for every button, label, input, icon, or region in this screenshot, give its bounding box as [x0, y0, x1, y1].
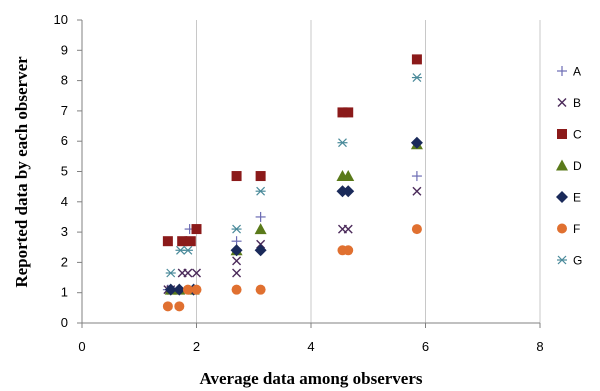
- point-C-1: [177, 236, 188, 247]
- legend-marker-A: [557, 66, 567, 76]
- legend-marker-C: [557, 129, 567, 139]
- point-B-9: [343, 224, 353, 234]
- y-tick-label-6: 6: [61, 133, 68, 148]
- point-E-6: [342, 185, 355, 198]
- x-axis-title: Average data among observers: [199, 369, 422, 388]
- point-E-1: [173, 283, 186, 296]
- x-tick-label-0: 0: [78, 339, 85, 354]
- series-D: [164, 138, 423, 295]
- y-tick-label-2: 2: [61, 254, 68, 269]
- y-tick-label-7: 7: [61, 103, 68, 118]
- point-B-4: [192, 268, 201, 278]
- point-F-3: [191, 284, 202, 295]
- point-B-3: [183, 268, 193, 278]
- legend-label-A: A: [573, 65, 581, 79]
- point-F-0: [162, 301, 173, 312]
- legend-label-G: G: [573, 254, 582, 268]
- point-E-7: [410, 136, 423, 149]
- point-E-3: [230, 244, 243, 257]
- legend-marker-E: [556, 191, 568, 203]
- point-C-5: [255, 171, 266, 182]
- point-G-3: [231, 224, 242, 234]
- point-D-6: [342, 170, 355, 182]
- point-G-4: [255, 186, 266, 196]
- point-G-6: [411, 73, 422, 82]
- point-C-6: [337, 107, 348, 118]
- point-A-5: [255, 211, 266, 222]
- x-tick-label-4: 4: [307, 339, 314, 354]
- point-C-3: [191, 224, 202, 235]
- legend-marker-G: [557, 255, 567, 265]
- point-F-4: [231, 284, 242, 295]
- series-C: [162, 54, 422, 247]
- y-tick-label-5: 5: [61, 164, 68, 179]
- point-G-2: [182, 245, 193, 255]
- x-tick-label-2: 2: [193, 339, 200, 354]
- legend-label-B: B: [573, 96, 581, 110]
- point-B-7: [256, 239, 266, 249]
- point-F-1: [174, 301, 185, 312]
- legend-label-C: C: [573, 128, 582, 142]
- point-E-4: [254, 244, 267, 257]
- y-tick-label-4: 4: [61, 194, 68, 209]
- y-tick-label-8: 8: [61, 73, 68, 88]
- legend-label-F: F: [573, 222, 580, 236]
- point-F-2: [182, 284, 193, 295]
- point-G-0: [165, 268, 176, 278]
- y-tick-label-3: 3: [61, 224, 68, 239]
- legend: A B C D E F G: [556, 65, 582, 268]
- series-E: [164, 136, 423, 296]
- point-A-8: [411, 171, 422, 182]
- y-axis-title: Reported data by each observer: [12, 56, 31, 288]
- point-D-4: [254, 223, 267, 235]
- legend-marker-B: [557, 98, 567, 107]
- point-C-8: [411, 54, 422, 65]
- x-tick-label-8: 8: [536, 339, 543, 354]
- point-G-5: [337, 138, 348, 148]
- y-tick-label-1: 1: [61, 285, 68, 300]
- x-tick-label-6: 6: [422, 339, 429, 354]
- point-C-0: [162, 236, 173, 247]
- point-C-4: [231, 171, 242, 182]
- point-C-2: [185, 236, 196, 247]
- legend-marker-F: [557, 223, 567, 234]
- point-B-5: [232, 268, 242, 278]
- series-A: [162, 171, 422, 295]
- y-tick-label-9: 9: [61, 42, 68, 57]
- point-B-10: [412, 186, 422, 196]
- point-E-0: [164, 283, 177, 296]
- point-F-7: [343, 245, 354, 256]
- legend-label-D: D: [573, 159, 582, 173]
- point-F-8: [411, 224, 422, 235]
- y-tick-label-0: 0: [61, 315, 68, 330]
- point-B-6: [232, 256, 242, 266]
- series-F: [162, 224, 422, 312]
- series-B: [163, 186, 422, 295]
- series-G: [165, 73, 422, 278]
- point-C-7: [343, 107, 354, 118]
- y-tick-label-10: 10: [54, 12, 68, 27]
- point-F-5: [255, 284, 266, 295]
- legend-label-E: E: [573, 191, 581, 205]
- legend-marker-D: [556, 159, 568, 171]
